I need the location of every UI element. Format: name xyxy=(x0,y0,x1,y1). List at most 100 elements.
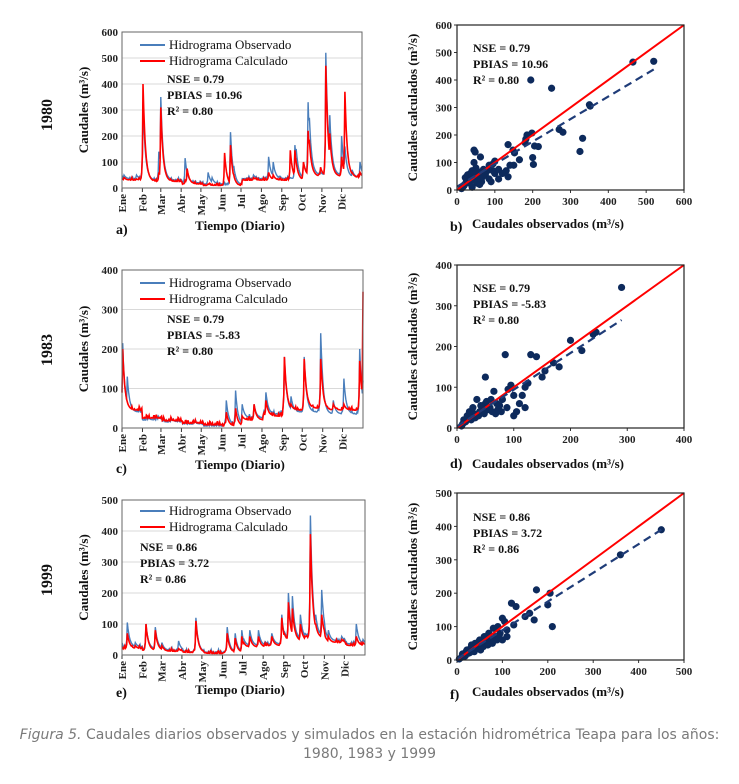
legend-calculated-label: Hidrograma Calculado xyxy=(169,53,288,68)
y-axis-label: Caudales (m³/s) xyxy=(76,534,91,621)
data-point xyxy=(534,142,542,151)
data-point xyxy=(532,353,541,361)
data-point xyxy=(518,391,526,399)
month-label: Ene xyxy=(117,661,129,679)
stat-nse: NSE = 0.79 xyxy=(167,312,224,326)
data-point xyxy=(616,551,625,559)
data-point xyxy=(470,158,478,167)
x-tick-label: 100 xyxy=(506,434,523,446)
legend-calculated-label: Hidrograma Calculado xyxy=(169,519,288,534)
y-tick-label: 200 xyxy=(102,588,119,600)
y-tick-label: 400 xyxy=(102,79,119,91)
data-point xyxy=(504,173,512,181)
data-point xyxy=(490,387,498,395)
x-tick-label: 200 xyxy=(562,434,579,446)
y-tick-label: 0 xyxy=(113,183,119,195)
data-point xyxy=(555,363,563,371)
month-label: Mar xyxy=(156,434,168,455)
x-tick-label: 400 xyxy=(676,434,693,446)
observed-hydrograph-line xyxy=(121,333,364,428)
x-tick-label: 0 xyxy=(454,196,460,208)
data-point xyxy=(497,408,505,416)
x-axis-label: Tiempo (Diario) xyxy=(195,457,285,472)
month-label: Jun xyxy=(218,661,230,679)
month-label: Nov xyxy=(317,194,329,213)
data-point xyxy=(489,624,497,632)
month-label: May xyxy=(196,434,208,456)
stat-pbias: PBIAS = -5.83 xyxy=(473,297,546,311)
data-point xyxy=(521,383,529,391)
stat-nse: NSE = 0.79 xyxy=(473,41,530,55)
data-point xyxy=(530,616,538,624)
data-point xyxy=(510,391,518,399)
data-point xyxy=(503,404,511,412)
year-label: 1983 xyxy=(39,334,56,366)
data-point xyxy=(529,160,538,169)
data-point xyxy=(617,283,626,292)
month-label: Mar xyxy=(156,194,168,215)
y-tick-label: 500 xyxy=(436,48,453,60)
stat-r2: R² = 0.80 xyxy=(473,313,519,327)
month-label: Ago xyxy=(256,194,268,213)
y-axis-label: Caudales calculados (m³/s) xyxy=(405,503,420,651)
y-tick-label: 200 xyxy=(102,344,119,356)
calculated-hydrograph-line xyxy=(121,291,364,427)
y-axis-label: Caudales (m³/s) xyxy=(76,306,91,393)
data-point xyxy=(476,153,485,161)
panel-label: b) xyxy=(450,220,463,235)
stat-pbias: PBIAS = 10.96 xyxy=(167,88,242,102)
y-tick-label: 600 xyxy=(436,20,453,32)
y-tick-label: 400 xyxy=(436,521,453,533)
y-tick-label: 500 xyxy=(102,495,119,507)
year-label: 1980 xyxy=(39,99,56,131)
calculated-hydrograph-line xyxy=(121,65,363,187)
y-tick-label: 500 xyxy=(436,488,453,500)
y-tick-label: 100 xyxy=(102,619,119,631)
y-axis-label: Caudales calculados (m³/s) xyxy=(405,273,420,421)
y-tick-label: 100 xyxy=(102,384,119,396)
month-label: Jul xyxy=(237,434,249,449)
x-tick-label: 100 xyxy=(494,666,511,678)
x-axis-label: Caudales observados (m³/s) xyxy=(472,216,624,231)
data-point xyxy=(579,134,587,142)
data-point xyxy=(515,156,524,164)
month-label: Feb xyxy=(137,194,149,212)
data-point xyxy=(469,404,477,412)
month-label: Jul xyxy=(236,194,248,209)
panel-label: d) xyxy=(450,457,463,472)
data-point xyxy=(586,102,594,110)
x-axis-label: Caudales observados (m³/s) xyxy=(472,684,624,699)
month-label: Ene xyxy=(117,434,129,452)
data-point xyxy=(495,165,503,173)
y-tick-label: 200 xyxy=(436,342,453,354)
x-tick-label: 300 xyxy=(562,196,579,208)
stat-nse: NSE = 0.86 xyxy=(140,540,197,554)
plot-frame xyxy=(121,269,364,429)
month-label: Ene xyxy=(117,194,129,212)
caption-text: Caudales diarios observados y simulados … xyxy=(81,727,720,743)
data-point xyxy=(578,346,586,355)
plot-frame xyxy=(456,24,685,191)
x-axis-label: Tiempo (Diario) xyxy=(195,682,285,697)
y-tick-label: 400 xyxy=(102,526,119,538)
y-tick-label: 0 xyxy=(113,650,119,662)
x-tick-label: 300 xyxy=(619,434,636,446)
x-tick-label: 500 xyxy=(638,196,655,208)
month-label: Sep xyxy=(277,434,289,451)
month-label: Feb xyxy=(137,434,149,452)
month-label: Oct xyxy=(299,661,311,678)
data-point xyxy=(482,397,491,406)
caption-line2: 1980, 1983 y 1999 xyxy=(303,746,436,762)
stat-nse: NSE = 0.79 xyxy=(473,281,530,295)
stat-r2: R² = 0.80 xyxy=(167,104,213,118)
y-tick-label: 100 xyxy=(436,158,453,170)
stat-r2: R² = 0.86 xyxy=(473,542,519,556)
y-tick-label: 300 xyxy=(436,103,453,115)
x-tick-label: 300 xyxy=(585,666,602,678)
caption-label: Figura 5. xyxy=(19,727,82,743)
stat-pbias: PBIAS = 3.72 xyxy=(473,526,542,540)
data-point xyxy=(529,153,537,162)
data-point xyxy=(479,173,487,181)
y-tick-label: 0 xyxy=(447,423,453,435)
month-label: Dic xyxy=(339,661,351,677)
